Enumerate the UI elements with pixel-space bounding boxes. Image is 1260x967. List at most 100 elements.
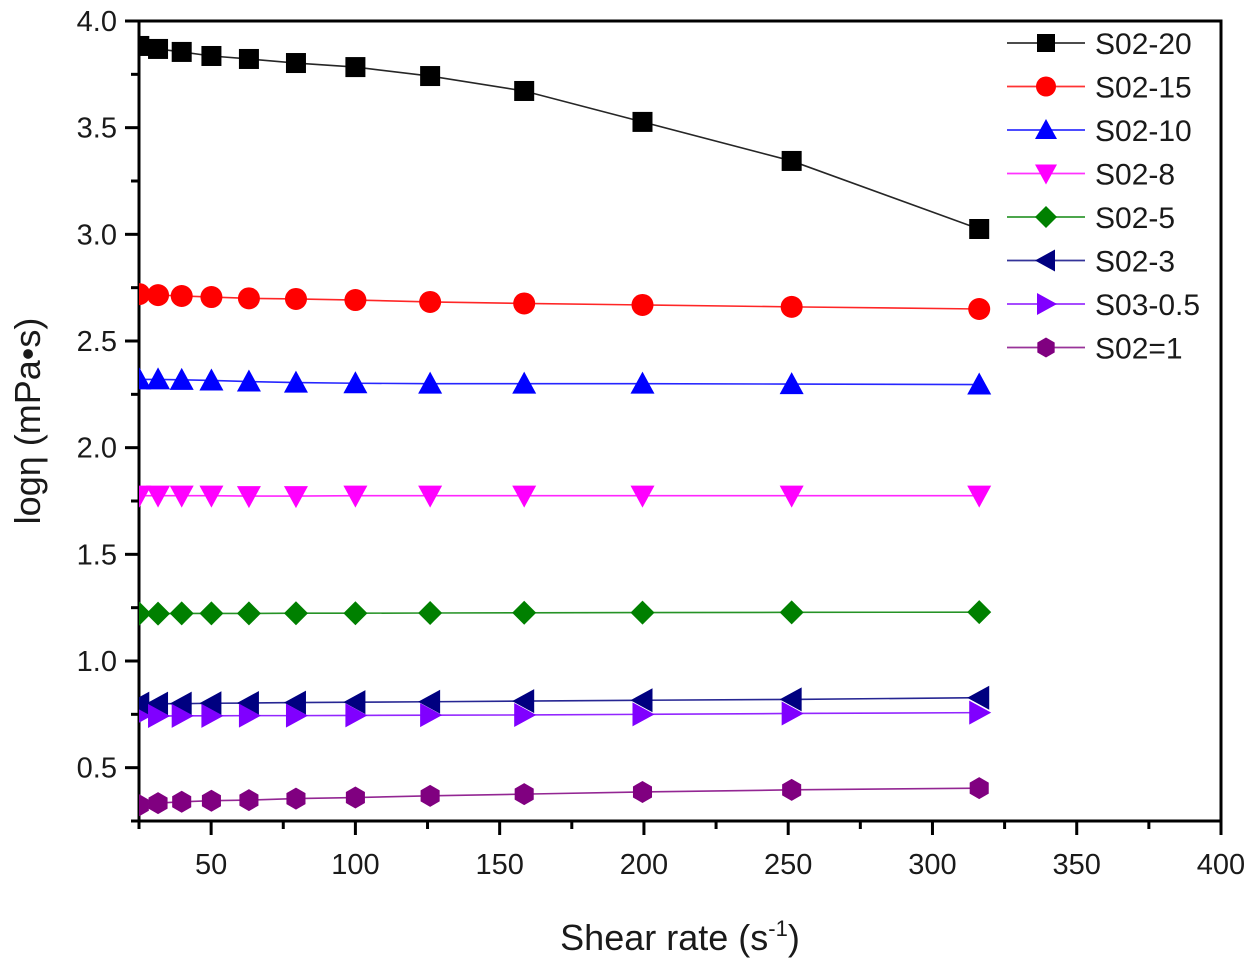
x-tick-label: 400 bbox=[1197, 849, 1245, 881]
data-point bbox=[284, 287, 307, 310]
data-point bbox=[632, 111, 653, 132]
data-point bbox=[514, 783, 534, 806]
series-s02-10 bbox=[139, 367, 992, 395]
legend-item: S03-0.5 bbox=[1007, 289, 1200, 322]
legend-label: S02-10 bbox=[1095, 115, 1192, 148]
data-point bbox=[283, 601, 308, 626]
data-point bbox=[285, 703, 308, 728]
data-point bbox=[781, 150, 802, 171]
data-point bbox=[345, 786, 365, 809]
y-tick-label: 2.0 bbox=[77, 433, 117, 465]
data-point bbox=[169, 691, 192, 716]
series-s02-5 bbox=[139, 600, 992, 626]
data-point bbox=[779, 372, 804, 395]
data-point bbox=[139, 794, 149, 817]
legend-item: S02-8 bbox=[1007, 159, 1175, 192]
y-tick-label: 1.5 bbox=[77, 539, 117, 571]
data-point bbox=[343, 601, 368, 626]
data-point bbox=[169, 601, 194, 626]
data-point bbox=[199, 691, 222, 716]
series-s03-0-5 bbox=[139, 700, 992, 729]
data-point bbox=[968, 298, 991, 320]
data-point bbox=[632, 702, 655, 727]
legend: S02-20 S02-15 S02-10 S02-8 S02-5 S02-3 S03-0.5… bbox=[1007, 28, 1200, 366]
legend-marker-triangle-down-icon bbox=[1035, 164, 1057, 185]
data-point bbox=[171, 41, 192, 62]
data-point bbox=[418, 601, 443, 625]
data-point bbox=[169, 485, 194, 508]
data-point bbox=[967, 685, 990, 710]
data-point bbox=[969, 777, 989, 800]
series-s02-20 bbox=[139, 35, 990, 239]
data-point bbox=[169, 367, 194, 390]
data-point bbox=[139, 601, 152, 626]
legend-item: S02-15 bbox=[1007, 72, 1192, 105]
data-point bbox=[969, 700, 992, 725]
data-point bbox=[199, 368, 224, 391]
data-point bbox=[236, 601, 261, 626]
data-point bbox=[199, 601, 224, 626]
data-point bbox=[512, 485, 537, 508]
y-axis-title: logη (mPa•s) bbox=[7, 318, 48, 525]
data-point bbox=[779, 687, 802, 712]
data-point bbox=[630, 600, 655, 625]
data-point bbox=[238, 48, 259, 69]
legend-marker-triangle-up-icon bbox=[1035, 119, 1057, 139]
data-point bbox=[631, 293, 654, 316]
x-tick-label: 150 bbox=[475, 849, 523, 881]
data-point bbox=[420, 784, 440, 807]
data-point bbox=[967, 485, 992, 508]
data-point bbox=[201, 789, 221, 812]
data-point bbox=[146, 691, 169, 716]
series-line bbox=[139, 787, 980, 807]
data-point bbox=[236, 369, 261, 392]
x-tick-label: 50 bbox=[195, 849, 227, 881]
data-point bbox=[139, 485, 152, 508]
series-line bbox=[139, 611, 980, 615]
data-point bbox=[514, 80, 535, 101]
legend-marker-hexagon-icon bbox=[1037, 337, 1055, 358]
data-point bbox=[283, 486, 308, 509]
plot-border bbox=[137, 19, 1223, 823]
legend-label: S02=1 bbox=[1095, 333, 1183, 366]
series-line bbox=[139, 696, 980, 705]
y-tick-label: 1.0 bbox=[77, 646, 117, 678]
legend-marker-triangle-left-icon bbox=[1035, 249, 1055, 272]
axis-ticks: 50 100 150 200 250 300 350 400 0.5 1.0 1.5 2.0 2.5 3.… bbox=[77, 6, 1246, 881]
data-point bbox=[419, 290, 442, 313]
data-point bbox=[418, 371, 443, 394]
y-tick-label: 0.5 bbox=[77, 753, 117, 785]
x-tick-label: 300 bbox=[908, 849, 956, 881]
data-point bbox=[199, 485, 224, 508]
data-point bbox=[512, 689, 535, 714]
data-point bbox=[171, 703, 194, 728]
data-point bbox=[420, 703, 443, 728]
data-point bbox=[418, 485, 443, 508]
data-point bbox=[236, 691, 259, 716]
x-axis-title-sup: -1 bbox=[768, 916, 788, 941]
legend-label: S02-5 bbox=[1095, 202, 1175, 235]
y-tick-label: 3.5 bbox=[77, 113, 117, 145]
data-point bbox=[139, 691, 150, 716]
data-point bbox=[285, 53, 306, 74]
data-point bbox=[514, 702, 537, 727]
data-point bbox=[343, 371, 368, 394]
data-point bbox=[148, 704, 171, 729]
series-s02-1 bbox=[139, 777, 989, 817]
legend-label: S03-0.5 bbox=[1095, 289, 1200, 322]
legend-item: S02-20 bbox=[1007, 28, 1192, 61]
data-point bbox=[782, 778, 802, 801]
series-s02-15 bbox=[139, 283, 991, 320]
data-point bbox=[237, 287, 260, 310]
legend-label: S02-20 bbox=[1095, 28, 1192, 61]
data-point bbox=[420, 66, 441, 87]
data-point bbox=[201, 703, 224, 728]
data-point bbox=[148, 38, 169, 59]
data-point bbox=[239, 789, 259, 812]
data-point bbox=[148, 792, 168, 815]
legend-item: S02-10 bbox=[1007, 115, 1192, 148]
data-point bbox=[630, 371, 655, 394]
data-point bbox=[146, 367, 171, 390]
legend-item: S02=1 bbox=[1007, 333, 1183, 366]
